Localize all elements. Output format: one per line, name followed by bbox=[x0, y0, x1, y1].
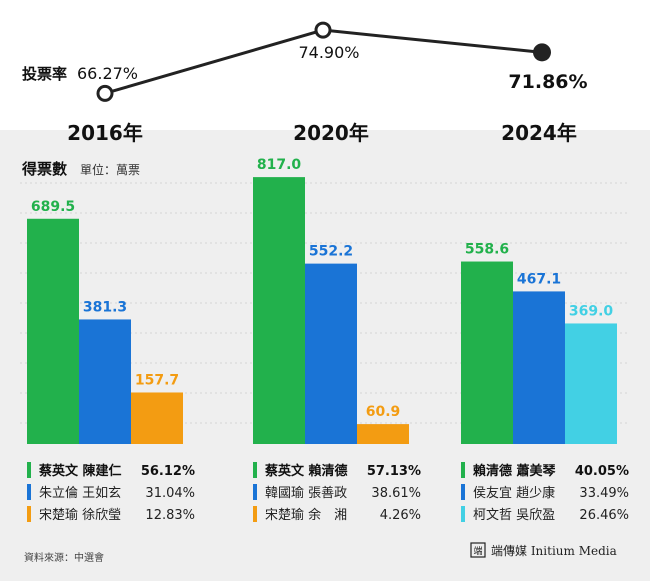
logo-mark bbox=[470, 542, 486, 558]
legend-candidate-name: 韓國瑜 張善政 bbox=[265, 485, 347, 501]
legend-swatch bbox=[253, 462, 257, 478]
bar-2016-1 bbox=[27, 218, 79, 444]
bar-2024-1 bbox=[461, 261, 513, 444]
source-note: 資料來源：中選會 bbox=[24, 551, 104, 564]
votes-unit: 單位：萬票 bbox=[80, 162, 140, 177]
legend-vote-share: 31.04% bbox=[145, 486, 195, 501]
legend-vote-share: 26.46% bbox=[579, 508, 629, 523]
legend-swatch bbox=[27, 484, 31, 500]
turnout-value-label: 66.27% bbox=[77, 64, 138, 83]
legend-candidate-name: 朱立倫 王如玄 bbox=[39, 485, 121, 501]
votes-title: 得票數 bbox=[21, 160, 67, 178]
legend-swatch bbox=[253, 484, 257, 500]
legend-swatch bbox=[461, 462, 465, 478]
bar-value-label: 558.6 bbox=[465, 242, 509, 258]
legend-vote-share: 56.12% bbox=[141, 464, 195, 479]
legend-candidate-name: 蔡英文 賴清德 bbox=[264, 463, 348, 479]
bar-value-label: 817.0 bbox=[257, 157, 302, 173]
bar-value-label: 60.9 bbox=[366, 404, 401, 420]
bar-2024-3 bbox=[565, 323, 617, 444]
legend-swatch bbox=[27, 506, 31, 522]
legend-swatch bbox=[461, 506, 465, 522]
legend-candidate-name: 蔡英文 陳建仁 bbox=[38, 463, 122, 479]
year-label: 2024年 bbox=[501, 121, 577, 145]
turnout-value-label: 74.90% bbox=[298, 43, 359, 62]
legend-swatch bbox=[27, 462, 31, 478]
legend-swatch bbox=[253, 506, 257, 522]
year-label: 2016年 bbox=[67, 121, 143, 145]
bar-value-label: 689.5 bbox=[31, 199, 75, 215]
legend-vote-share: 57.13% bbox=[367, 464, 421, 479]
legend-candidate-name: 宋楚瑜 余 湘 bbox=[265, 507, 347, 523]
bar-2020-1 bbox=[253, 177, 305, 444]
bar-2024-2 bbox=[513, 291, 565, 444]
turnout-line-chart: 投票率 66.27% 74.90% 71.86% bbox=[22, 21, 588, 102]
brand-name: 端傳媒 Initium Media bbox=[491, 544, 617, 558]
bar-2020-2 bbox=[305, 263, 357, 444]
brand-logo: 端 端傳媒 Initium Media bbox=[470, 542, 617, 558]
bar-2016-3 bbox=[131, 392, 183, 444]
turnout-point-marker bbox=[533, 43, 551, 62]
legend-candidate-name: 宋楚瑜 徐欣瑩 bbox=[39, 508, 121, 523]
turnout-title: 投票率 bbox=[22, 65, 67, 83]
bar-value-label: 552.2 bbox=[309, 244, 353, 260]
bar-value-label: 157.7 bbox=[135, 372, 179, 388]
turnout-point-marker bbox=[314, 21, 332, 39]
legend-vote-share: 33.49% bbox=[579, 486, 629, 501]
bar-value-label: 381.3 bbox=[83, 299, 127, 315]
legend-vote-share: 4.26% bbox=[380, 508, 421, 523]
vote-bars: 689.5 381.3 157.7 817.0 552.2 60.9 558.6 467.1 3… bbox=[27, 157, 617, 444]
bar-2016-2 bbox=[79, 319, 131, 444]
legend-candidate-name: 柯文哲 吳欣盈 bbox=[473, 508, 555, 523]
legend-candidate-name: 侯友宜 趙少康 bbox=[473, 485, 555, 501]
year-labels: 2016年 2020年 2024年 bbox=[67, 121, 577, 145]
legend-vote-share: 12.83% bbox=[145, 508, 195, 523]
legend-vote-share: 38.61% bbox=[371, 486, 421, 501]
bar-value-label: 369.0 bbox=[569, 303, 614, 319]
turnout-value-label: 71.86% bbox=[508, 71, 587, 93]
candidate-legends: 蔡英文 陳建仁 56.12% 朱立倫 王如玄 31.04% 宋楚瑜 徐欣瑩 12.83% 蔡… bbox=[27, 462, 629, 523]
bar-2020-3 bbox=[357, 424, 409, 444]
legend-swatch bbox=[461, 484, 465, 500]
logo-glyph: 端 bbox=[473, 545, 482, 557]
legend-candidate-name: 賴清德 蕭美琴 bbox=[473, 463, 557, 479]
bar-value-label: 467.1 bbox=[517, 271, 561, 287]
legend-vote-share: 40.05% bbox=[575, 464, 629, 479]
year-label: 2020年 bbox=[293, 121, 369, 145]
turnout-point-marker bbox=[96, 84, 114, 102]
